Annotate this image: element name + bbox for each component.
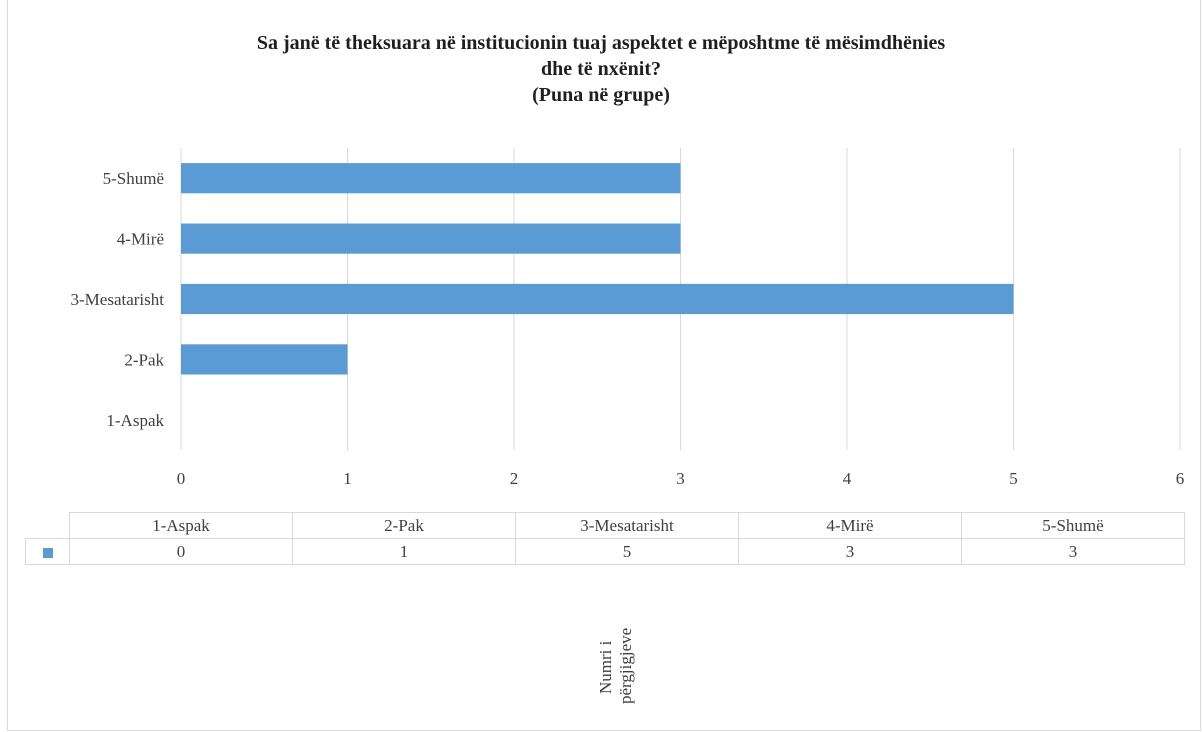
chart-title-line-2: dhe të nxënit? bbox=[541, 58, 661, 80]
x-tick-label: 1 bbox=[343, 469, 352, 488]
x-tick-label: 3 bbox=[676, 469, 685, 488]
legend-key-cell bbox=[25, 538, 70, 565]
y-tick-label: 2-Pak bbox=[124, 350, 164, 369]
data-table-header-cell: 3-Mesatarisht bbox=[515, 512, 739, 539]
chart-title-line-3: (Puna në grupe) bbox=[532, 84, 670, 106]
data-table-value-cell: 0 bbox=[69, 538, 293, 565]
bar bbox=[181, 223, 681, 254]
data-table-value-cell: 1 bbox=[292, 538, 516, 565]
x-tick-label: 0 bbox=[177, 469, 186, 488]
bar bbox=[181, 283, 1014, 315]
data-table-header-row: 1-Aspak 2-Pak 3-Mesatarisht 4-Mirë 5-Shu… bbox=[25, 512, 1185, 539]
data-table-value-cell: 3 bbox=[738, 538, 962, 565]
legend-key-swatch bbox=[42, 547, 53, 558]
data-table-header-cell: 1-Aspak bbox=[69, 512, 293, 539]
data-table-value-cell: 3 bbox=[961, 538, 1185, 565]
y-tick-label: 5-Shumë bbox=[103, 169, 164, 188]
chart-area bbox=[7, 0, 1201, 731]
chart-title-line-1: Sa janë të theksuara në institucionin tu… bbox=[256, 32, 946, 54]
data-table-corner bbox=[25, 512, 70, 539]
data-table-header-cell: 4-Mirë bbox=[738, 512, 962, 539]
bar bbox=[181, 163, 681, 194]
x-tick-label: 2 bbox=[510, 469, 519, 488]
data-table-value-cell: 5 bbox=[515, 538, 739, 565]
y-tick-label: 4-Mirë bbox=[117, 230, 164, 249]
data-table-header-cell: 2-Pak bbox=[292, 512, 516, 539]
axis-title: Numri i përgjigjeve bbox=[596, 600, 656, 710]
data-table-header-cell: 5-Shumë bbox=[961, 512, 1185, 539]
y-tick-label: 3-Mesatarisht bbox=[71, 290, 165, 309]
x-tick-label: 5 bbox=[1009, 469, 1018, 488]
axis-title-line-2: përgjigjeve bbox=[616, 627, 635, 704]
chart-title: Sa janë të theksuara në institucionin tu… bbox=[0, 30, 1202, 108]
x-tick-label: 4 bbox=[843, 469, 852, 488]
y-tick-label: 1-Aspak bbox=[106, 411, 164, 430]
data-table: 1-Aspak 2-Pak 3-Mesatarisht 4-Mirë 5-Shu… bbox=[25, 512, 1185, 565]
data-table-value-row: 0 1 5 3 3 bbox=[25, 538, 1185, 565]
bar bbox=[181, 344, 348, 375]
x-tick-label: 6 bbox=[1176, 469, 1185, 488]
axis-title-line-1: Numri i bbox=[596, 640, 615, 694]
